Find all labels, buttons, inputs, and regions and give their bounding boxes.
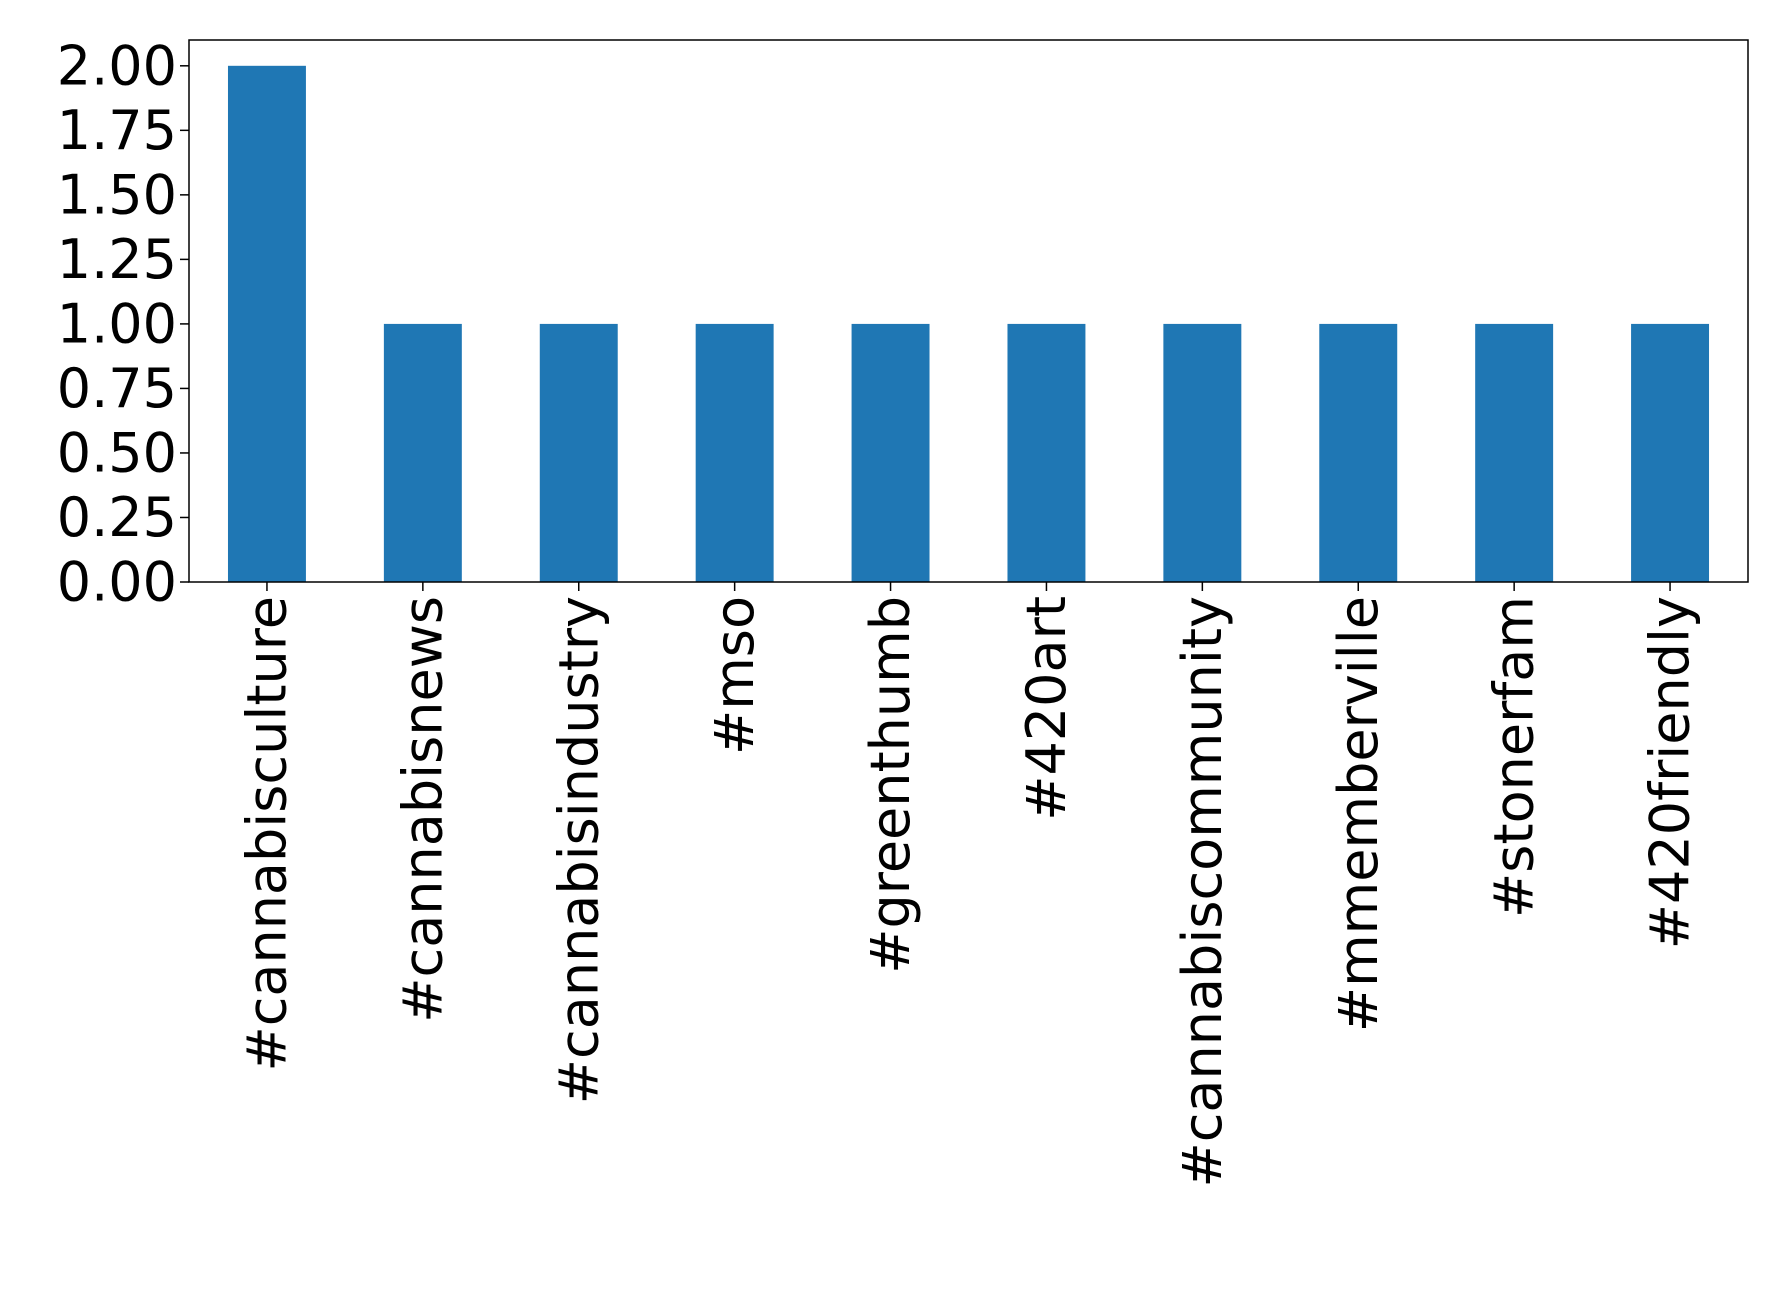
x-tick-label: #cannabisindustry bbox=[547, 596, 610, 1104]
bar bbox=[1319, 323, 1398, 582]
bar bbox=[851, 323, 930, 582]
x-tick-label: #mmemberville bbox=[1327, 596, 1390, 1032]
x-tick-label: #420art bbox=[1015, 596, 1078, 821]
y-tick-label: 0.50 bbox=[57, 421, 177, 484]
y-tick-label: 1.75 bbox=[57, 99, 177, 162]
y-tick-label: 0.00 bbox=[57, 551, 177, 614]
bar bbox=[1631, 323, 1710, 582]
y-tick-label: 0.25 bbox=[57, 486, 177, 549]
bar bbox=[1163, 323, 1242, 582]
x-tick-label: #cannabiscommunity bbox=[1171, 596, 1234, 1188]
x-tick-label: #greenthumb bbox=[859, 596, 922, 974]
x-axis: #cannabisculture #cannabisnews #cannabisin… bbox=[235, 582, 1702, 1188]
bar bbox=[1007, 323, 1086, 582]
x-tick-label: #stonerfam bbox=[1483, 596, 1546, 918]
bars-layer bbox=[227, 65, 1710, 583]
x-tick-label: #cannabisnews bbox=[391, 596, 454, 1023]
bar bbox=[1475, 323, 1554, 582]
x-tick-label: #420friendly bbox=[1639, 596, 1702, 949]
plot-frame bbox=[188, 39, 1749, 583]
bar bbox=[539, 323, 618, 582]
y-tick-label: 0.75 bbox=[57, 357, 177, 420]
bar bbox=[383, 323, 462, 582]
y-tick-label: 1.00 bbox=[57, 292, 177, 355]
x-tick-label: #cannabisculture bbox=[235, 596, 298, 1072]
y-axis: 0.000.250.500.751.001.251.501.752.00 bbox=[57, 34, 189, 614]
bar bbox=[227, 65, 306, 583]
bar bbox=[695, 323, 774, 582]
x-tick-label: #mso bbox=[703, 596, 766, 755]
y-tick-label: 1.50 bbox=[57, 163, 177, 226]
y-tick-label: 2.00 bbox=[57, 34, 177, 97]
y-tick-label: 1.25 bbox=[57, 228, 177, 291]
